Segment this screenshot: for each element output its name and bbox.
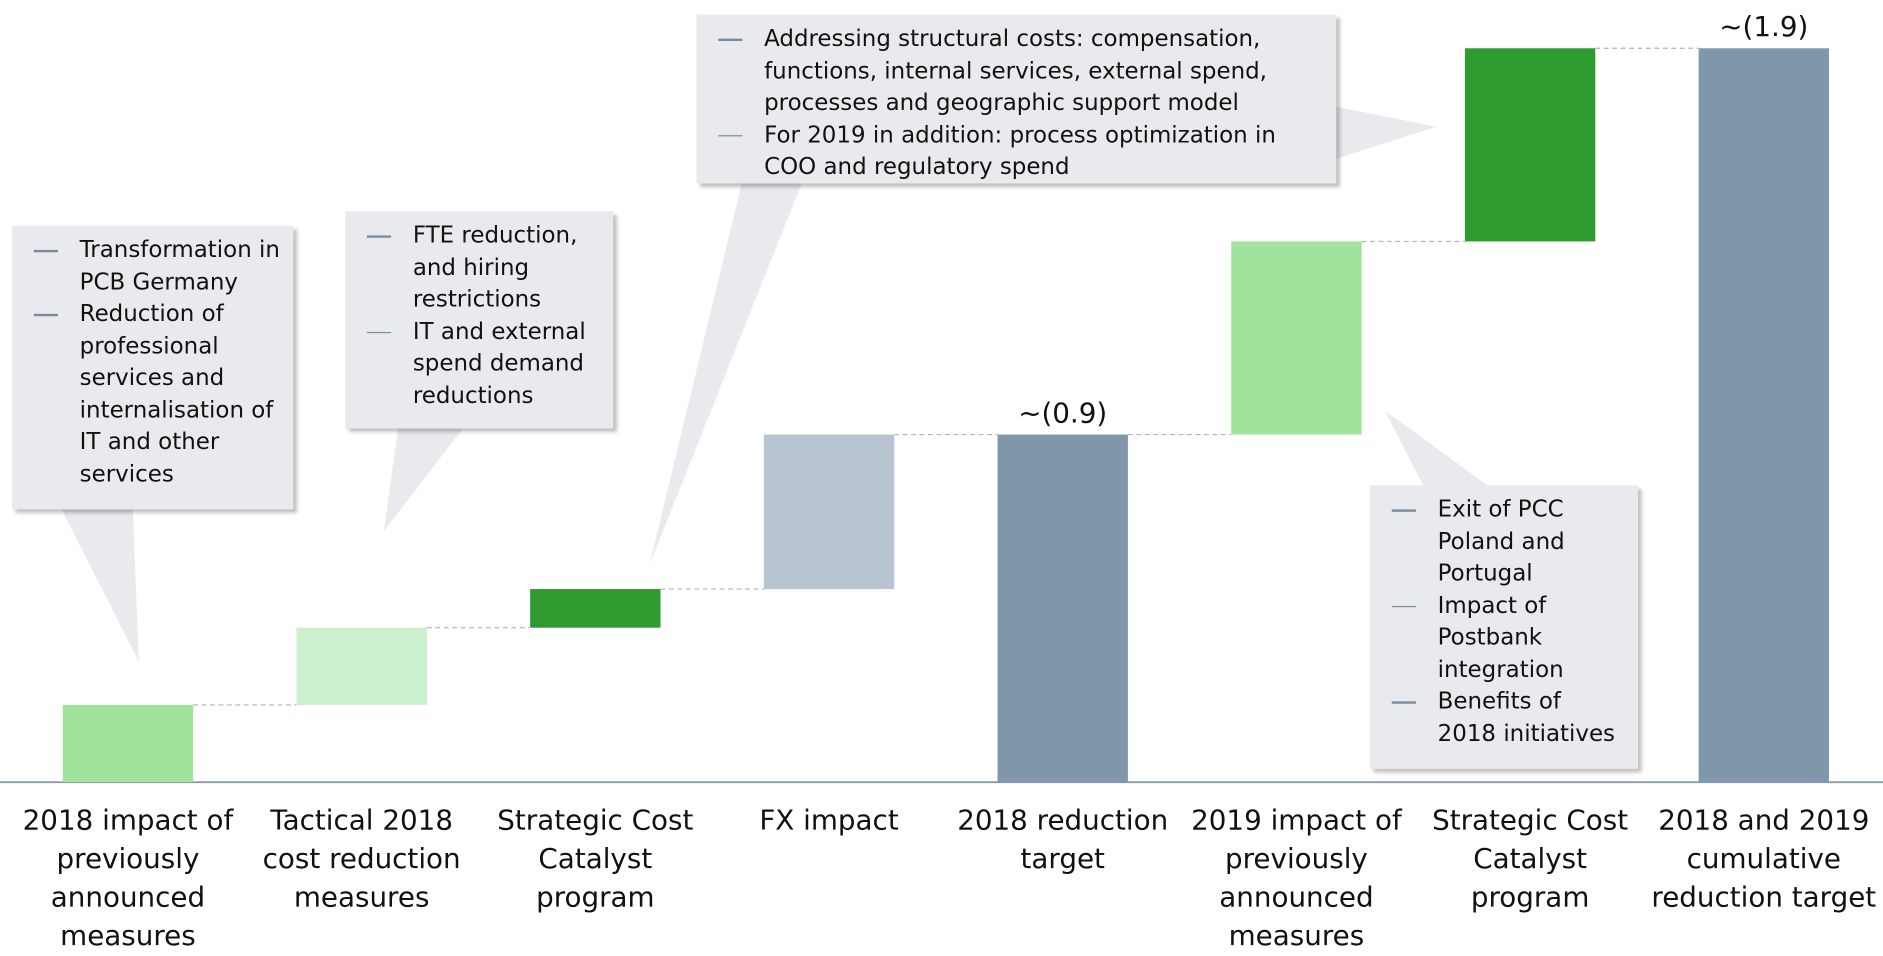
x-tick-label: 2018 reduction target: [957, 805, 1169, 876]
bullet-dash: [33, 249, 58, 252]
callout-item: Exit of PCC Poland and Portugal: [1391, 494, 1626, 590]
bar: [1464, 48, 1596, 242]
callout-text: For 2019 in addition: process optimizati…: [764, 121, 1276, 180]
bullet-dash: [718, 38, 743, 41]
value-label: ~(1.9): [1719, 10, 1808, 43]
callout-item: Addressing structural costs: compensatio…: [718, 23, 1324, 119]
bar: [296, 627, 427, 705]
bullet-dash: [1391, 701, 1416, 704]
callout-item: IT and external spend demand reductions: [366, 316, 601, 412]
callout-item: Benefits of 2018 initiatives: [1391, 686, 1626, 750]
callout-text: Exit of PCC Poland and Portugal: [1437, 496, 1565, 587]
bullet-dash: [366, 331, 392, 334]
callout-tail: [383, 426, 465, 532]
x-tick-label: Strategic Cost Catalyst program: [497, 805, 694, 914]
callout: Exit of PCC Poland and Portugal Impact of…: [1370, 485, 1639, 769]
bar: [997, 434, 1128, 783]
callout-text: Transformation in PCB Germany: [79, 236, 280, 296]
bar: [763, 434, 895, 590]
callout-text: Impact of Postbank integration: [1437, 592, 1564, 683]
callout-tail: [649, 181, 803, 565]
bullet-dash: [718, 134, 743, 137]
x-tick-label: 2018 and 2019 cumulative reduction targe…: [1651, 805, 1877, 914]
callout-item: Reduction of professional services and i…: [33, 298, 281, 490]
value-label: ~(0.9): [1018, 396, 1107, 429]
callout-text: Reduction of professional services and i…: [79, 300, 274, 488]
callout-tail: [1333, 106, 1437, 160]
callout-text: Addressing structural costs: compensatio…: [764, 25, 1267, 116]
bullet-dash: [1391, 509, 1416, 512]
x-tick-label: FX impact: [759, 805, 899, 837]
bar: [1231, 241, 1362, 435]
callout-text: Benefits of 2018 initiatives: [1437, 688, 1616, 747]
x-tick-label: Tactical 2018 cost reduction measures: [262, 805, 461, 914]
callout-text: IT and external spend demand reductions: [412, 318, 586, 409]
x-tick-label: 2018 impact of previously announced meas…: [22, 805, 234, 953]
bar: [1698, 48, 1829, 783]
callout-item: Transformation in PCB Germany: [33, 234, 281, 298]
callout-item: FTE reduction, and hiring restrictions: [366, 220, 601, 316]
x-tick-label: Strategic Cost Catalyst program: [1432, 805, 1629, 914]
callout: Addressing structural costs: compensatio…: [696, 14, 1337, 184]
x-tick-label: 2019 impact of previously announced meas…: [1191, 805, 1402, 953]
callout-item: For 2019 in addition: process optimizati…: [718, 119, 1324, 183]
bar: [62, 704, 194, 783]
callout-tail: [60, 506, 139, 662]
callout-tail: [1384, 410, 1491, 488]
bullet-dash: [33, 313, 58, 316]
bar: [530, 589, 661, 628]
bullet-dash: [366, 235, 392, 238]
callout: Transformation in PCB Germany Reduction o…: [12, 225, 294, 510]
callout-text: FTE reduction, and hiring restrictions: [412, 222, 578, 313]
callout-item: Impact of Postbank integration: [1391, 590, 1626, 686]
callout: FTE reduction, and hiring restrictions IT…: [345, 211, 614, 429]
bullet-dash: [1391, 605, 1416, 608]
